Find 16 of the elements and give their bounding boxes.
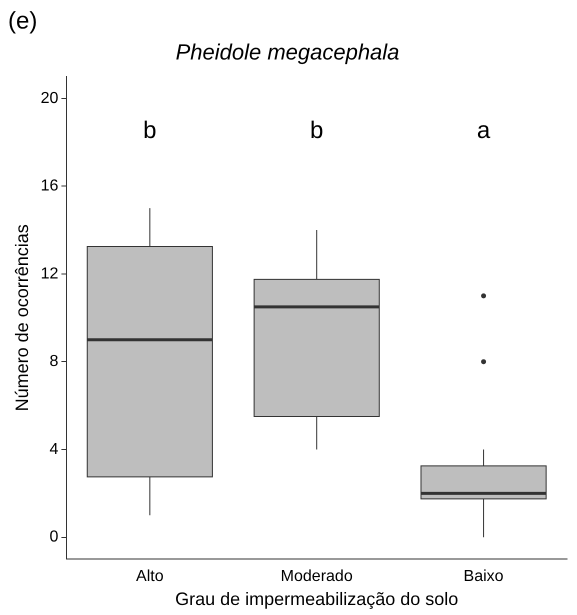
y-axis-title: Número de ocorrências bbox=[12, 224, 32, 412]
annotation: b bbox=[310, 117, 324, 144]
y-tick-label: 20 bbox=[40, 90, 58, 107]
annotation: b bbox=[143, 117, 157, 144]
y-tick-label: 16 bbox=[40, 178, 58, 195]
x-tick-label: Moderado bbox=[280, 568, 353, 586]
y-tick-label: 4 bbox=[49, 440, 58, 458]
x-tick-label: Alto bbox=[136, 568, 164, 586]
y-tick-label: 12 bbox=[40, 265, 58, 282]
chart-title: Pheidole megacephala bbox=[176, 39, 400, 64]
annotation: a bbox=[476, 117, 491, 144]
x-tick-label: Baixo bbox=[464, 568, 504, 586]
y-tick-label: 0 bbox=[49, 528, 58, 546]
x-axis-title: Grau de impermeabilização do solo bbox=[175, 589, 458, 610]
y-tick-label: 8 bbox=[49, 353, 58, 370]
text: (e) bbox=[8, 8, 38, 35]
